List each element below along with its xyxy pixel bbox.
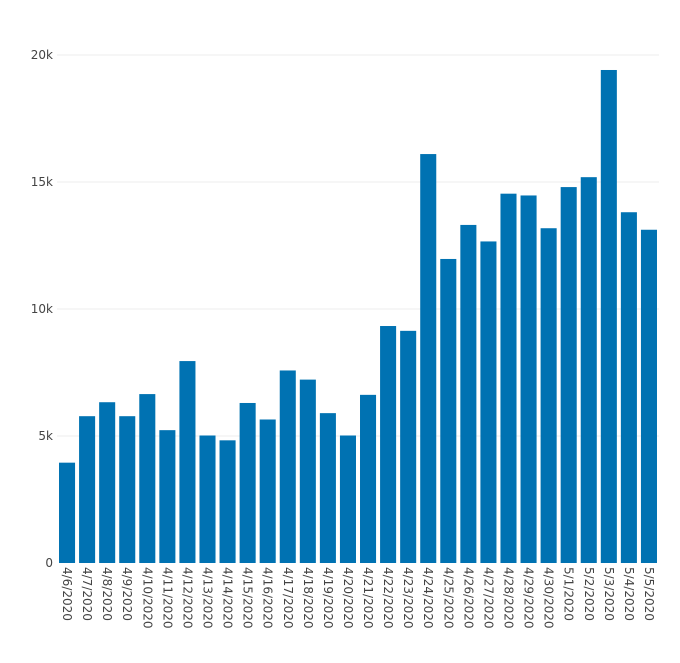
x-tick-label: 4/19/2020 — [321, 567, 335, 629]
x-tick-label: 5/2/2020 — [582, 567, 596, 621]
bar — [259, 419, 276, 563]
bar — [279, 370, 296, 563]
x-tick-label: 4/20/2020 — [341, 567, 355, 629]
bar — [460, 224, 477, 563]
bar — [139, 394, 156, 563]
bar — [620, 212, 637, 564]
bar — [380, 326, 397, 563]
bar — [159, 430, 176, 563]
bar — [199, 435, 216, 563]
x-tick-label: 5/1/2020 — [562, 567, 576, 621]
bar — [360, 394, 377, 563]
x-tick-label: 4/17/2020 — [281, 567, 295, 629]
bar — [640, 229, 657, 563]
x-tick-label: 4/22/2020 — [381, 567, 395, 629]
bar — [299, 379, 316, 563]
bar — [500, 193, 517, 563]
y-axis-ticks: 0 5k 10k 15k 20k — [31, 48, 53, 570]
bar — [600, 69, 617, 564]
x-tick-label: 4/25/2020 — [441, 567, 455, 629]
x-tick-label: 4/30/2020 — [542, 567, 556, 629]
x-tick-label: 4/24/2020 — [421, 567, 435, 629]
x-tick-label: 4/26/2020 — [461, 567, 475, 629]
x-tick-label: 4/18/2020 — [301, 567, 315, 629]
x-tick-label: 4/29/2020 — [522, 567, 536, 629]
x-tick-label: 4/11/2020 — [160, 567, 174, 629]
bar — [520, 195, 537, 563]
x-tick-label: 4/9/2020 — [120, 567, 134, 621]
x-tick-label: 4/28/2020 — [502, 567, 516, 629]
bar — [339, 435, 356, 563]
bar — [480, 241, 497, 563]
x-tick-label: 4/14/2020 — [221, 567, 235, 629]
x-tick-label: 4/6/2020 — [60, 567, 74, 621]
bar — [219, 440, 236, 563]
bar — [179, 361, 196, 563]
bar — [99, 402, 116, 563]
y-tick-label: 5k — [38, 429, 53, 443]
bar — [440, 258, 457, 563]
gridlines — [57, 54, 659, 437]
x-tick-label: 5/3/2020 — [602, 567, 616, 621]
bars — [59, 69, 657, 564]
x-tick-label: 4/10/2020 — [140, 567, 154, 629]
bar — [59, 462, 76, 563]
x-tick-label: 4/7/2020 — [80, 567, 94, 621]
y-tick-label: 15k — [31, 175, 53, 189]
x-tick-label: 4/8/2020 — [100, 567, 114, 621]
bar — [420, 154, 437, 563]
x-tick-label: 4/16/2020 — [261, 567, 275, 629]
bar — [560, 187, 577, 563]
bar — [580, 177, 597, 564]
x-tick-label: 4/13/2020 — [201, 567, 215, 629]
x-tick-label: 4/15/2020 — [241, 567, 255, 629]
x-tick-label: 4/12/2020 — [180, 567, 194, 629]
bar — [400, 330, 417, 563]
y-tick-label: 20k — [31, 48, 53, 62]
x-tick-label: 4/27/2020 — [481, 567, 495, 629]
y-tick-label: 10k — [31, 302, 53, 316]
bar — [119, 416, 136, 563]
x-tick-label: 5/4/2020 — [622, 567, 636, 621]
x-axis-ticks: 4/6/2020 4/7/2020 4/8/2020 4/9/2020 4/10/202… — [60, 567, 656, 629]
y-tick-label: 0 — [45, 556, 53, 570]
bar — [540, 228, 557, 564]
x-tick-label: 4/21/2020 — [361, 567, 375, 629]
x-tick-label: 5/5/2020 — [642, 567, 656, 621]
bar — [319, 413, 336, 563]
x-tick-label: 4/23/2020 — [401, 567, 415, 629]
bar — [79, 416, 96, 563]
bar — [239, 402, 256, 563]
